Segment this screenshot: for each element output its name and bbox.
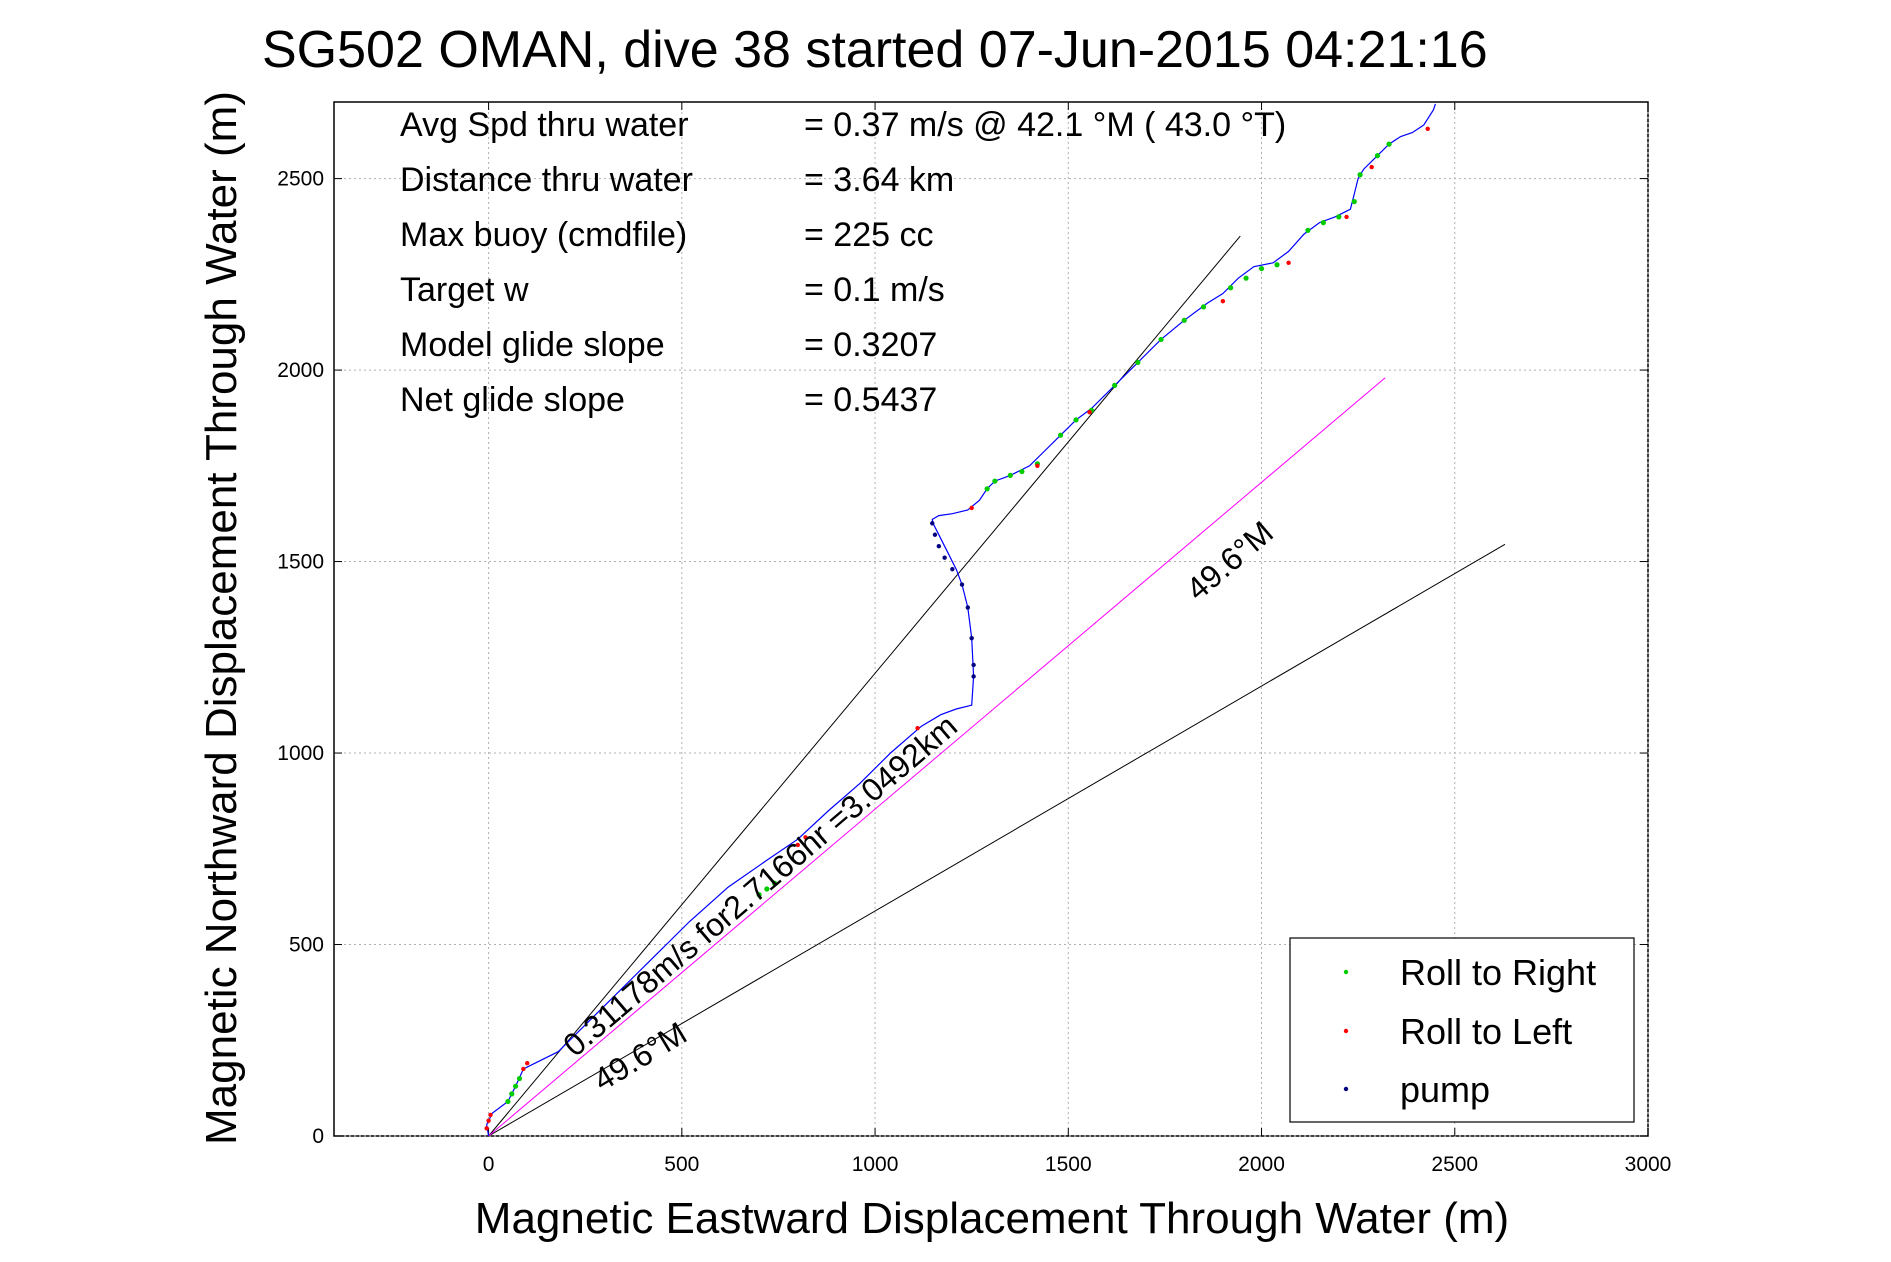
y-tick-label: 2000 — [277, 359, 324, 382]
legend: Roll to Right Roll to Left pump — [1289, 937, 1635, 1123]
roll-left-point — [915, 725, 920, 731]
roll-right-point — [1007, 472, 1013, 478]
roll-left-point — [803, 835, 808, 840]
roll-right-point — [1243, 275, 1249, 281]
y-tick-label: 1500 — [277, 551, 324, 574]
info-box: Avg Spd thru water = 0.37 m/s @ 42.1 °M … — [400, 106, 1286, 419]
roll-right-point — [984, 486, 990, 492]
roll-left-point — [795, 842, 800, 848]
roll-right-point — [1274, 262, 1280, 268]
roll-left-point — [488, 1112, 493, 1118]
info-value-distance: = 3.64 km — [804, 161, 954, 199]
x-tick-label: 0 — [483, 1153, 495, 1176]
legend-label-roll-right: Roll to Right — [1400, 952, 1596, 993]
roll-right-point — [1305, 227, 1311, 233]
roll-left-point — [1220, 298, 1226, 304]
y-axis-label: Magnetic Northward Displacement Through … — [197, 91, 246, 1145]
roll-right-point — [1320, 220, 1326, 226]
roll-right-point — [771, 880, 778, 886]
roll-left-point — [1344, 214, 1349, 220]
roll-right-point — [1073, 417, 1079, 423]
info-label-distance: Distance thru water — [400, 161, 693, 199]
y-tick-label: 2500 — [277, 168, 324, 191]
roll-right-point — [1336, 214, 1342, 220]
info-label-target-w: Target w — [400, 271, 529, 309]
roll-right-point — [756, 892, 762, 898]
roll-right-point — [1135, 359, 1141, 366]
pump-point — [950, 567, 955, 572]
points — [484, 126, 1430, 1131]
roll-left-point — [1286, 260, 1291, 266]
y-tick-label: 1000 — [277, 742, 324, 765]
info-value-avg-speed: = 0.37 m/s @ 42.1 °M ( 43.0 °T) — [804, 106, 1286, 144]
info-value-target-w: = 0.1 m/s — [804, 271, 945, 309]
pump-point — [930, 521, 935, 526]
x-tick-label: 1500 — [1045, 1153, 1092, 1176]
roll-right-point — [1374, 153, 1381, 159]
x-tick-label: 2000 — [1238, 1153, 1285, 1176]
roll-right-point — [1019, 468, 1025, 475]
info-value-net-glide: = 0.5437 — [804, 381, 937, 419]
legend-marker-roll-left — [1343, 1028, 1349, 1034]
track — [486, 103, 1436, 1137]
x-tick-label: 3000 — [1625, 1153, 1672, 1176]
roll-left-point — [486, 1118, 491, 1123]
x-tick-label: 2500 — [1431, 1153, 1478, 1176]
reference-line — [488, 377, 1386, 1137]
legend-marker-pump — [1343, 1086, 1349, 1092]
roll-right-point — [1181, 317, 1187, 323]
roll-right-point — [764, 886, 770, 892]
roll-right-point — [1228, 285, 1234, 291]
pump-point — [969, 635, 974, 641]
roll-right-point — [1158, 336, 1164, 343]
roll-right-point — [1112, 382, 1118, 388]
chart-title: SG502 OMAN, dive 38 started 07-Jun-2015 … — [262, 21, 1488, 79]
pump-point — [936, 544, 942, 549]
y-tick-label: 500 — [289, 934, 324, 957]
info-value-model-glide: = 0.3207 — [804, 326, 937, 364]
track-line — [486, 103, 1436, 1137]
info-label-max-buoy: Max buoy (cmdfile) — [400, 216, 687, 254]
legend-marker-roll-right — [1343, 969, 1349, 975]
ticks: 0 500 1000 1500 2000 2500 3000 0 500 1000 1500 2000… — [277, 102, 1671, 1176]
roll-right-point — [1057, 432, 1064, 438]
x-axis-label: Magnetic Eastward Displacement Through W… — [475, 1194, 1509, 1243]
roll-left-point — [1425, 126, 1430, 132]
roll-right-point — [1357, 172, 1363, 178]
reference-line — [488, 543, 1506, 1137]
roll-left-point — [484, 1126, 489, 1131]
pump-point — [942, 555, 947, 560]
roll-left-point — [521, 1066, 526, 1072]
roll-left-point — [969, 505, 974, 511]
pump-point — [971, 674, 976, 679]
legend-label-pump: pump — [1400, 1069, 1490, 1110]
roll-right-point — [1258, 265, 1265, 272]
info-label-net-glide: Net glide slope — [400, 381, 625, 419]
info-value-max-buoy: = 225 cc — [804, 216, 933, 254]
roll-right-point — [513, 1083, 519, 1089]
roll-right-point — [992, 478, 998, 484]
y-tick-label: 0 — [312, 1125, 324, 1148]
roll-left-point — [1035, 463, 1040, 469]
x-tick-label: 500 — [664, 1153, 699, 1176]
roll-right-point — [505, 1098, 511, 1105]
roll-right-point — [1200, 304, 1207, 310]
legend-label-roll-left: Roll to Left — [1400, 1011, 1572, 1052]
roll-left-point — [1087, 410, 1092, 415]
pump-point — [971, 662, 976, 668]
info-label-avg-speed: Avg Spd thru water — [400, 106, 689, 144]
roll-right-point — [516, 1075, 523, 1082]
pump-point — [965, 605, 971, 610]
roll-right-point — [509, 1091, 515, 1097]
pump-point — [932, 532, 938, 537]
x-tick-label: 1000 — [852, 1153, 899, 1176]
pump-point — [959, 582, 965, 587]
roll-left-point — [1369, 164, 1374, 170]
roll-left-point — [525, 1061, 530, 1066]
roll-right-point — [1386, 141, 1392, 147]
info-label-model-glide: Model glide slope — [400, 326, 665, 364]
roll-right-point — [1351, 198, 1357, 205]
